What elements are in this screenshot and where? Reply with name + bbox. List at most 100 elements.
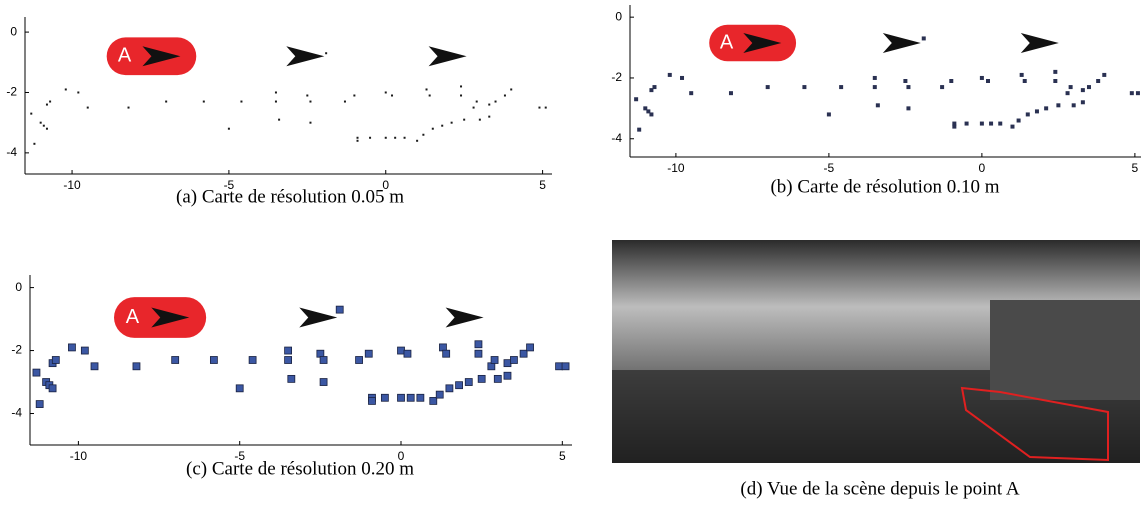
point (561, 362, 570, 371)
point (45, 103, 48, 106)
point (488, 103, 491, 106)
y-tick-label: -4 (11, 406, 22, 420)
point (68, 343, 76, 352)
point (356, 139, 359, 142)
point (309, 100, 312, 103)
point (353, 94, 356, 97)
point (637, 127, 642, 132)
point (1044, 106, 1049, 111)
point (652, 85, 657, 90)
point (274, 100, 277, 103)
point (227, 127, 230, 130)
point (826, 112, 831, 117)
point (51, 356, 60, 364)
point (284, 346, 292, 355)
point (235, 384, 244, 393)
point (964, 121, 969, 126)
point (240, 100, 243, 103)
point (728, 91, 733, 96)
point (494, 100, 497, 103)
x-tick-label: -10 (70, 449, 88, 463)
y-tick-label: -4 (611, 131, 622, 145)
point (441, 124, 444, 127)
point (839, 85, 844, 90)
point (998, 121, 1003, 126)
point (445, 384, 454, 393)
point (802, 85, 807, 90)
point (406, 393, 415, 402)
point (202, 100, 205, 103)
point (368, 397, 376, 405)
direction-arrow (882, 33, 921, 53)
point (646, 109, 651, 114)
point (906, 106, 911, 111)
point (949, 79, 954, 83)
x-tick-label: 5 (559, 449, 566, 463)
point (940, 85, 945, 90)
point (921, 36, 926, 41)
x-tick-label: 0 (382, 178, 389, 192)
point (343, 100, 346, 103)
point (490, 356, 499, 364)
point (403, 349, 412, 358)
x-tick-label: 5 (1132, 161, 1139, 175)
point (403, 136, 406, 139)
caption: (c) Carte de résolution 0.20 m (186, 458, 414, 479)
direction-arrow (151, 307, 190, 328)
point (1025, 112, 1030, 117)
point (689, 91, 694, 96)
point (428, 94, 431, 97)
point (460, 85, 463, 88)
point (356, 136, 359, 139)
panel: -4 -2 0 -10 -5 0 5 A (6, 17, 552, 192)
point (643, 106, 648, 111)
point (416, 139, 419, 142)
point (274, 91, 277, 94)
point (30, 112, 33, 115)
point (1010, 124, 1015, 129)
point (1016, 118, 1021, 123)
point (979, 121, 984, 126)
point (463, 118, 466, 121)
point (503, 94, 506, 97)
x-tick-label: 0 (979, 161, 986, 175)
point (1053, 79, 1058, 83)
point (872, 75, 877, 80)
location-label: A (126, 306, 140, 328)
point (488, 115, 491, 118)
direction-arrow (743, 33, 782, 53)
point (1080, 100, 1085, 105)
y-tick-label: -2 (6, 85, 17, 99)
point (903, 79, 908, 83)
point (455, 381, 463, 390)
point (680, 75, 685, 80)
point (478, 118, 481, 121)
point (510, 88, 513, 91)
point (248, 356, 257, 364)
photo (612, 240, 1140, 463)
point (1129, 91, 1134, 96)
point (90, 362, 99, 371)
point (32, 368, 41, 377)
point (1034, 109, 1039, 114)
point (319, 378, 328, 386)
point (309, 121, 312, 124)
point (464, 378, 473, 386)
x-tick-label: -5 (224, 178, 235, 192)
point (475, 100, 478, 103)
point (875, 103, 880, 108)
x-tick-label: 5 (539, 178, 546, 192)
y-tick-label: -2 (611, 70, 622, 84)
location-label: A (118, 45, 132, 67)
point (906, 85, 911, 90)
point (667, 72, 672, 77)
point (42, 124, 45, 127)
x-tick-label: -10 (667, 161, 685, 175)
direction-arrow (142, 46, 181, 67)
photo-caption: (d) Vue de la scène depuis le point A (740, 478, 1019, 499)
point (422, 133, 425, 136)
point (450, 121, 453, 124)
point (384, 136, 387, 139)
direction-arrow (299, 307, 338, 328)
